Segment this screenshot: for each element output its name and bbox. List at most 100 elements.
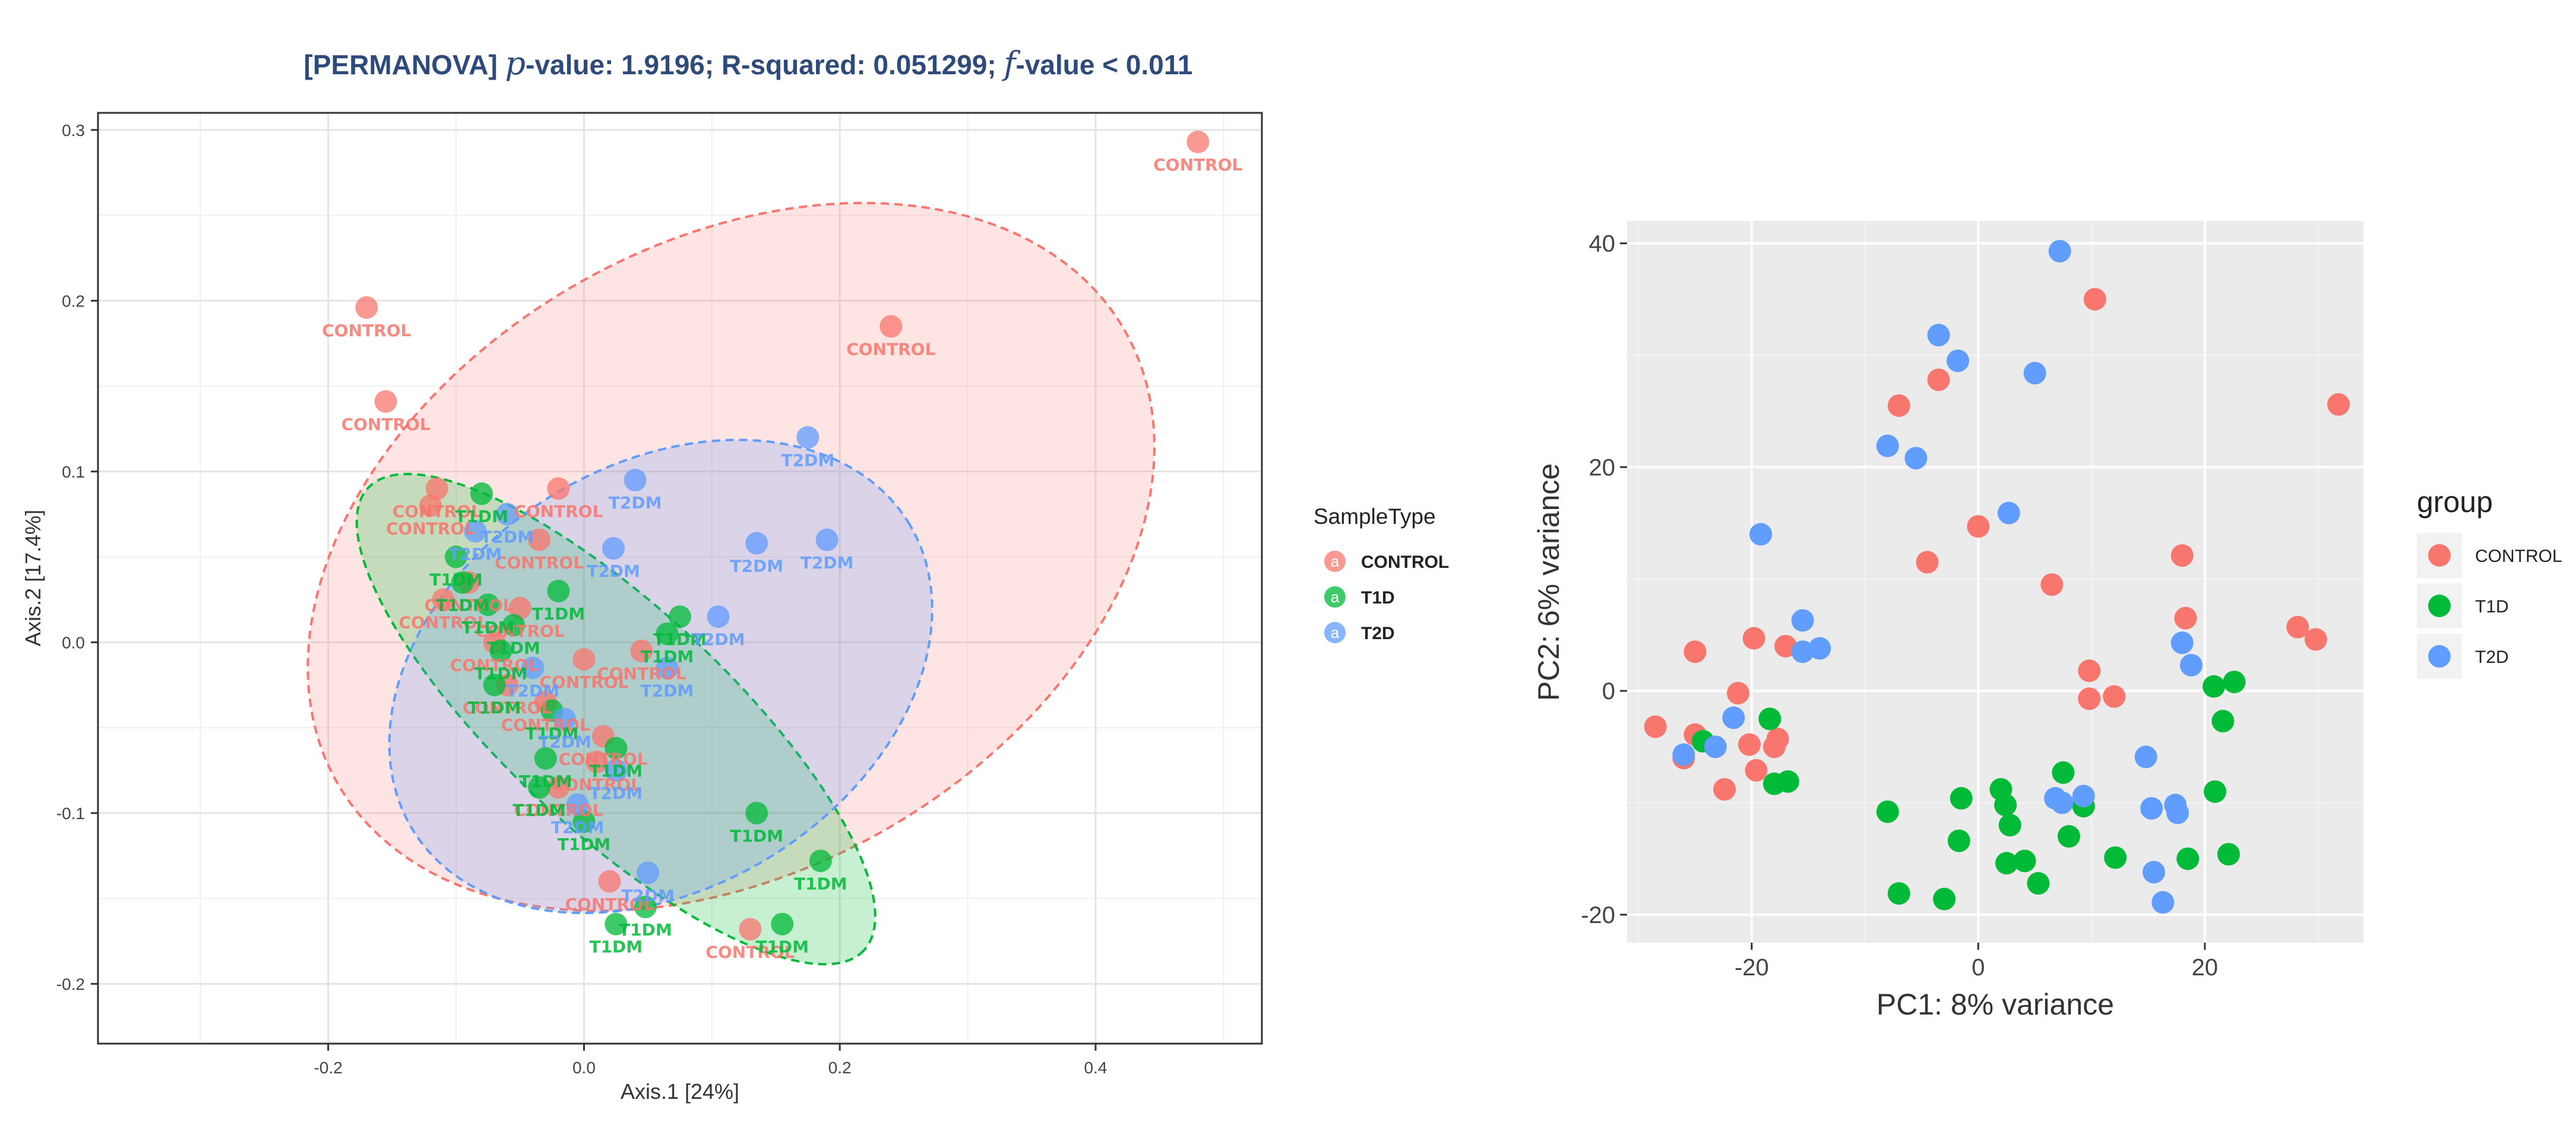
point-t2d	[605, 759, 628, 782]
point-label: T1DM	[461, 618, 515, 637]
point-t1d	[1933, 887, 1956, 911]
x-tick-label: 0	[1971, 955, 1985, 981]
y-axis-label: PC2: 6% variance	[1532, 463, 1565, 701]
point-label: T1DM	[653, 630, 707, 649]
point-t2d	[553, 707, 577, 731]
point-t2d	[2143, 861, 2166, 884]
title-p-symbol: p	[505, 45, 526, 82]
point-label: T2DM	[781, 450, 835, 470]
point-label: CONTROL	[552, 775, 641, 795]
point-t1d	[547, 580, 570, 603]
point-control	[1927, 368, 1950, 391]
point-control	[508, 596, 531, 620]
point-control	[2078, 659, 2101, 682]
point-label: CONTROL	[1153, 155, 1242, 175]
point-label: T2DM	[589, 783, 643, 803]
point-t1d	[1947, 829, 1970, 852]
point-control	[572, 648, 596, 671]
point-t1d	[1887, 882, 1910, 905]
point-t2d	[796, 426, 819, 449]
point-control	[1774, 634, 1797, 658]
point-t2d	[602, 537, 625, 560]
x-tick-label: 0.0	[572, 1058, 596, 1077]
point-control	[374, 390, 397, 413]
point-t1d	[1995, 852, 2018, 875]
point-t1d	[605, 912, 628, 936]
point-control	[2170, 544, 2194, 567]
point-label: T1DM	[619, 920, 672, 940]
point-label: T1DM	[794, 874, 847, 893]
plot-panel-background	[1627, 221, 2363, 943]
point-t2d	[2140, 797, 2163, 820]
point-t1d	[745, 801, 768, 824]
point-t2d	[2180, 653, 2203, 677]
title-prefix: [PERMANOVA]	[304, 49, 505, 80]
point-t1d	[2202, 675, 2226, 698]
point-t2d	[1791, 640, 1814, 663]
point-t1d	[534, 747, 557, 770]
point-t1d	[634, 895, 657, 918]
point-t2d	[1904, 447, 1928, 470]
legend-key-t1d	[2428, 595, 2451, 617]
point-control	[1742, 627, 1765, 650]
point-t2d	[1808, 637, 1831, 660]
y-axis: -0.2 -0.1 0.0 0.1 0.2 0.3	[56, 121, 98, 993]
points-layer	[355, 130, 1210, 941]
point-t1d	[476, 593, 499, 617]
point-label: T1DM	[455, 507, 508, 526]
point-t1d	[572, 810, 596, 833]
point-control	[586, 750, 608, 773]
y-tick-label: 0.3	[62, 121, 85, 140]
point-label: CONTROL	[559, 749, 648, 769]
point-labels-layer: CONTROLCONTROLCONTROLCONTROLCONTROLCONTR…	[322, 155, 1242, 962]
legend-key-glyph: a	[1331, 624, 1340, 641]
point-t1d	[470, 482, 493, 505]
point-label: T1DM	[641, 647, 694, 666]
point-control	[528, 528, 551, 551]
legend-label-t2d: T2D	[2475, 647, 2509, 667]
point-t2d	[2023, 362, 2046, 385]
point-control	[432, 588, 455, 611]
point-label: CONTROL	[514, 801, 603, 820]
y-axis-label: Axis.2 [17.4%]	[21, 510, 45, 646]
point-label: CONTROL	[425, 596, 514, 615]
point-control	[630, 639, 653, 662]
point-t2d	[637, 861, 660, 884]
point-label: CONTROL	[450, 655, 539, 675]
point-control	[2040, 573, 2064, 596]
point-t1d	[2176, 847, 2200, 870]
point-t2d	[1791, 609, 1814, 632]
y-tick-label: -0.2	[56, 975, 85, 993]
point-label: T1DM	[589, 761, 643, 781]
point-control	[2286, 615, 2309, 639]
point-label: CONTROL	[386, 519, 475, 538]
point-control	[1644, 715, 1667, 738]
point-label: T1DM	[730, 826, 783, 846]
legend-key-control	[1324, 551, 1346, 572]
point-label: CONTROL	[322, 321, 411, 340]
pcoa-chart: [PERMANOVA] p-value: 1.9196; R-squared: …	[21, 45, 1449, 1104]
point-label: T1DM	[526, 723, 579, 743]
point-t2d	[566, 793, 589, 816]
point-label: T1DM	[755, 937, 809, 957]
point-label: CONTROL	[463, 698, 552, 718]
y-axis: -20 0 20 40	[1581, 231, 1627, 928]
point-label: CONTROL	[539, 672, 628, 692]
point-control	[1683, 640, 1707, 663]
point-label: CONTROL	[846, 339, 935, 359]
point-control	[1186, 130, 1210, 153]
point-t2d	[1722, 706, 1745, 729]
point-label: T2DM	[641, 681, 694, 700]
point-label: T1DM	[468, 698, 521, 718]
plot-panel-border	[97, 112, 1263, 1045]
point-label: T2DM	[480, 527, 534, 547]
point-label: T1DM	[436, 596, 489, 615]
x-axis-label: Axis.1 [24%]	[621, 1079, 739, 1104]
legend-label-t2d: T2D	[1361, 624, 1395, 643]
point-label: T1DM	[519, 772, 572, 791]
point-label: CONTROL	[597, 664, 686, 684]
legend-key-glyph: a	[1331, 588, 1340, 606]
x-tick-label: 20	[2192, 955, 2219, 981]
point-t2d	[2050, 791, 2074, 814]
